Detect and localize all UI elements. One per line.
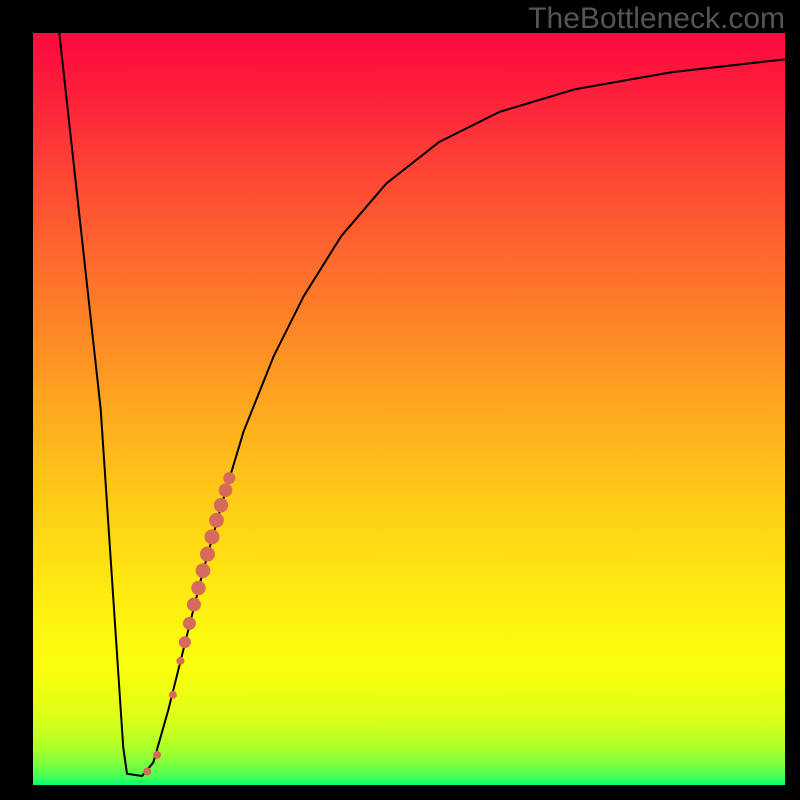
marker-point bbox=[143, 767, 151, 775]
marker-point bbox=[223, 472, 235, 484]
marker-point bbox=[219, 483, 233, 497]
marker-point bbox=[153, 751, 161, 759]
marker-point bbox=[214, 498, 228, 512]
marker-point bbox=[169, 691, 177, 699]
marker-point bbox=[196, 563, 211, 578]
marker-point bbox=[183, 617, 196, 630]
figure: TheBottleneck.com bbox=[0, 0, 800, 800]
plot-area bbox=[33, 33, 785, 785]
marker-point bbox=[204, 529, 219, 544]
marker-point bbox=[191, 581, 205, 595]
gradient-background bbox=[33, 33, 785, 785]
marker-point bbox=[200, 547, 215, 562]
marker-point bbox=[209, 513, 224, 528]
marker-point bbox=[179, 636, 191, 648]
marker-point bbox=[187, 598, 201, 612]
watermark-text: TheBottleneck.com bbox=[528, 2, 785, 36]
marker-point bbox=[176, 657, 184, 665]
chart-svg bbox=[33, 33, 785, 785]
